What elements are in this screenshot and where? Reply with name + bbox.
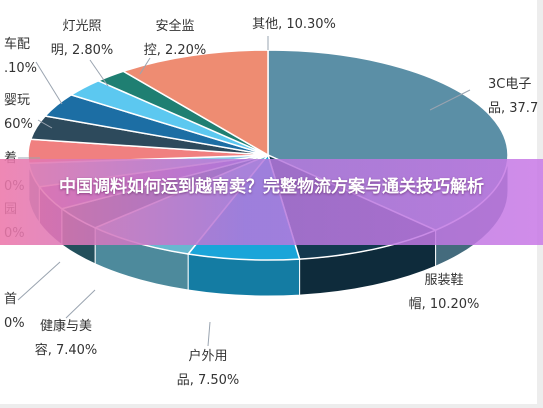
title-banner: 中国调料如何运到越南卖？完整物流方案与通关技巧解析: [0, 159, 543, 245]
slice-label-4: 首 0%: [4, 292, 25, 331]
leader-line-9: [35, 61, 63, 105]
slice-label-10: 灯光照明, 2.80%: [51, 19, 114, 58]
leader-line-0: [429, 89, 471, 111]
leader-line-4: [17, 261, 61, 301]
leader-line-8: [37, 119, 53, 129]
slice-label-1: 服装鞋帽, 10.20%: [409, 272, 480, 312]
leader-line-11: [139, 57, 151, 75]
leader-line-3: [65, 289, 96, 319]
slice-label-9: 车配.10%: [4, 36, 37, 76]
slice-label-2: 户外用品, 7.50%: [177, 348, 240, 388]
leader-line-10: [89, 59, 109, 87]
banner-title: 中国调料如何运到越南卖？完整物流方案与通关技巧解析: [59, 177, 484, 197]
pie-slice-12: [121, 49, 269, 157]
slice-label-3: 健康与美容, 7.40%: [35, 318, 98, 358]
slice-label-12: 其他, 10.30%: [252, 17, 336, 32]
leader-line-2: [207, 321, 211, 347]
slice-label-11: 安全监控, 2.20%: [144, 18, 207, 58]
slice-label-0: 3C电子品, 37.7: [488, 77, 538, 116]
leader-lines: [17, 36, 471, 347]
slice-label-8: 婴玩 60%: [4, 93, 33, 132]
